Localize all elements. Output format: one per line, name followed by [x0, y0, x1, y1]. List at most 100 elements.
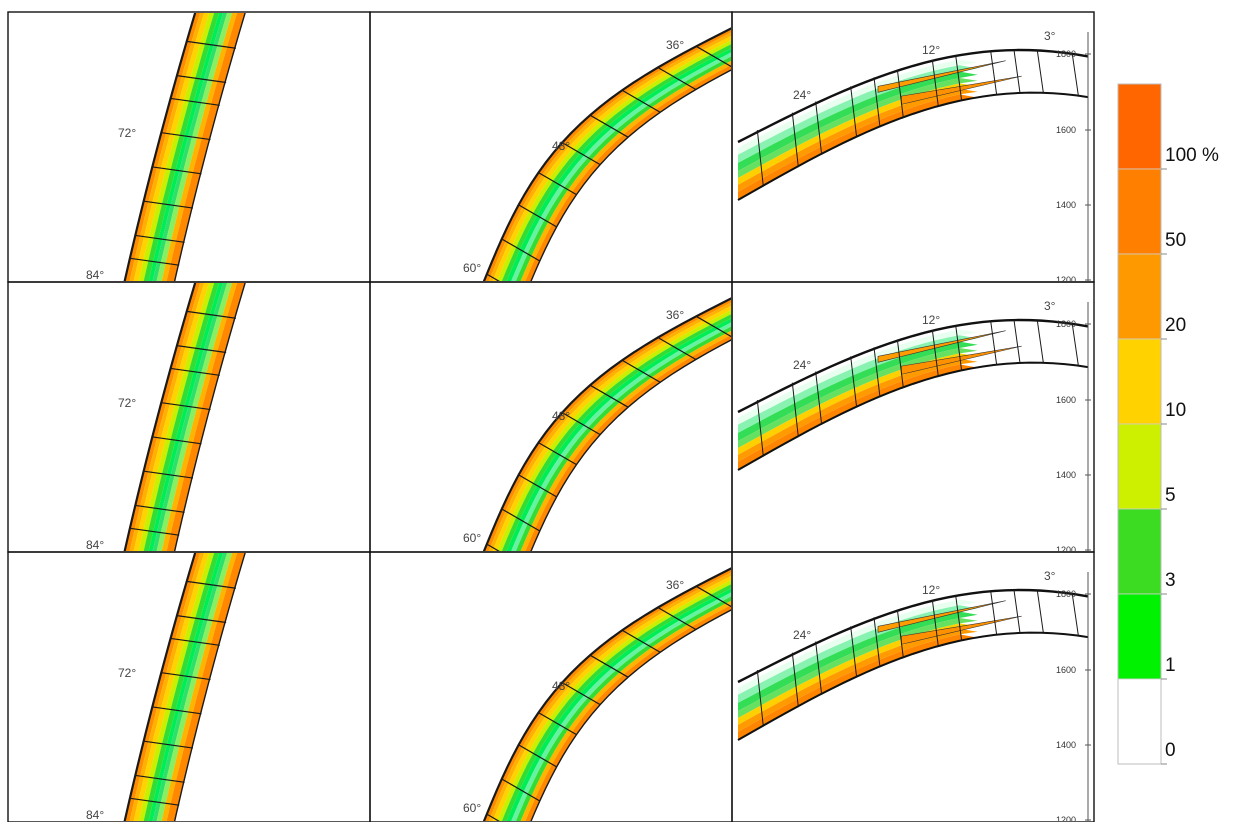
angle-label-60: 60° — [463, 801, 481, 815]
depth-tick-label: 1600 — [1056, 125, 1076, 135]
grid-line — [896, 609, 904, 659]
legend-label: 3 — [1165, 570, 1176, 591]
grid-line — [1036, 590, 1044, 633]
panel-r3-c3: 1800 1600 1400 1200 3° 12° 24° — [731, 551, 1095, 822]
panel-frame — [731, 551, 1095, 822]
contour-band — [161, 13, 238, 281]
depth-tick-label: 1800 — [1056, 589, 1076, 599]
outer-boundary — [737, 588, 1089, 684]
depth-tick-label: 1200 — [1056, 815, 1076, 822]
grid-line — [501, 778, 541, 802]
contour-band — [133, 283, 210, 551]
grid-line — [1036, 50, 1044, 93]
contour-band — [124, 13, 201, 281]
grid-line — [185, 310, 236, 319]
grid-line — [169, 367, 220, 376]
inner-boundary — [737, 91, 1089, 201]
grid-line — [815, 371, 823, 425]
panel-r1-c1: 72° 84° — [7, 11, 371, 283]
angle-label-72: 72° — [118, 126, 136, 140]
panel-frame — [369, 551, 733, 822]
legend-label: 0 — [1165, 740, 1176, 761]
depth-tick-label: 1600 — [1056, 665, 1076, 675]
inner-boundary — [530, 339, 731, 551]
grid-line — [129, 797, 180, 806]
grid-line — [791, 382, 799, 438]
grid-line — [142, 740, 194, 749]
angle-label-48: 48° — [552, 409, 570, 423]
contour-band — [138, 13, 215, 281]
grid-line — [486, 273, 500, 281]
legend-swatch — [1117, 338, 1162, 425]
contour-band — [152, 13, 228, 281]
panel-grid: 72° 84° 36° 48° 60° 1800 1600 1400 1200 3° 12° 24° 7… — [7, 11, 1095, 822]
contour-band — [143, 13, 220, 281]
grid-line — [756, 670, 764, 727]
grid-line — [1013, 49, 1021, 94]
angle-label-3: 3° — [1044, 29, 1056, 43]
angle-label-60: 60° — [463, 531, 481, 545]
contour-band — [129, 283, 205, 551]
crack-tongue-upper — [877, 600, 1006, 633]
outer-boundary — [123, 13, 197, 281]
grid-line — [931, 329, 939, 377]
legend-swatch — [1117, 593, 1162, 680]
angle-label-24: 24° — [793, 628, 811, 642]
contour-band — [138, 283, 215, 551]
grid-line — [169, 637, 220, 646]
grid-line — [657, 606, 697, 631]
angle-label-36: 36° — [666, 38, 684, 52]
grid-line — [695, 585, 731, 608]
legend-label: 20 — [1165, 315, 1186, 336]
legend-swatch — [1117, 83, 1162, 170]
grid-line — [850, 626, 858, 678]
grid-line — [955, 595, 963, 641]
panel-r3-c2: 36° 48° 60° — [369, 551, 733, 822]
grid-line — [142, 200, 194, 209]
contour-band — [129, 13, 205, 281]
angle-label-12: 12° — [922, 313, 940, 327]
grid-line — [486, 813, 500, 821]
panel-r2-c3: 1800 1600 1400 1200 3° 12° 24° — [731, 281, 1095, 553]
grid-line — [176, 344, 227, 354]
grid-line — [134, 504, 185, 513]
grid-line — [538, 712, 577, 736]
grid-line — [815, 101, 823, 155]
grid-line — [169, 97, 220, 106]
grid-line — [657, 66, 697, 91]
outer-boundary — [123, 283, 197, 551]
grid-line — [518, 204, 557, 228]
contour-band — [133, 553, 210, 821]
grid-line — [873, 617, 881, 668]
contour-band — [156, 13, 233, 281]
inner-boundary — [737, 361, 1089, 471]
contour-band — [152, 283, 228, 551]
contour-band — [143, 283, 220, 551]
grid-line — [185, 580, 236, 589]
inner-boundary — [737, 631, 1089, 741]
legend-swatch — [1117, 423, 1162, 510]
grid-line — [1013, 589, 1021, 634]
outer-boundary — [123, 553, 197, 821]
grid-line — [756, 400, 764, 457]
grid-line — [621, 89, 661, 113]
panel-r1-c2: 36° 48° 60° — [369, 11, 733, 283]
angle-label-3: 3° — [1044, 569, 1056, 583]
contour-band — [143, 553, 220, 821]
angle-label-12: 12° — [922, 43, 940, 57]
grid-line — [1071, 324, 1079, 366]
grid-line — [134, 774, 185, 783]
grid-line — [160, 401, 211, 411]
grid-line — [657, 336, 697, 361]
legend-label: 1 — [1165, 655, 1176, 676]
angle-label-36: 36° — [666, 308, 684, 322]
panel-r1-c3: 1800 1600 1400 1200 3° 12° 24° — [731, 11, 1095, 283]
contour-band — [133, 13, 210, 281]
grid-line — [561, 682, 601, 706]
crack-tongue-upper — [877, 60, 1006, 93]
legend-label: 5 — [1165, 485, 1176, 506]
depth-tick-label: 1400 — [1056, 200, 1076, 210]
grid-line — [990, 320, 998, 365]
